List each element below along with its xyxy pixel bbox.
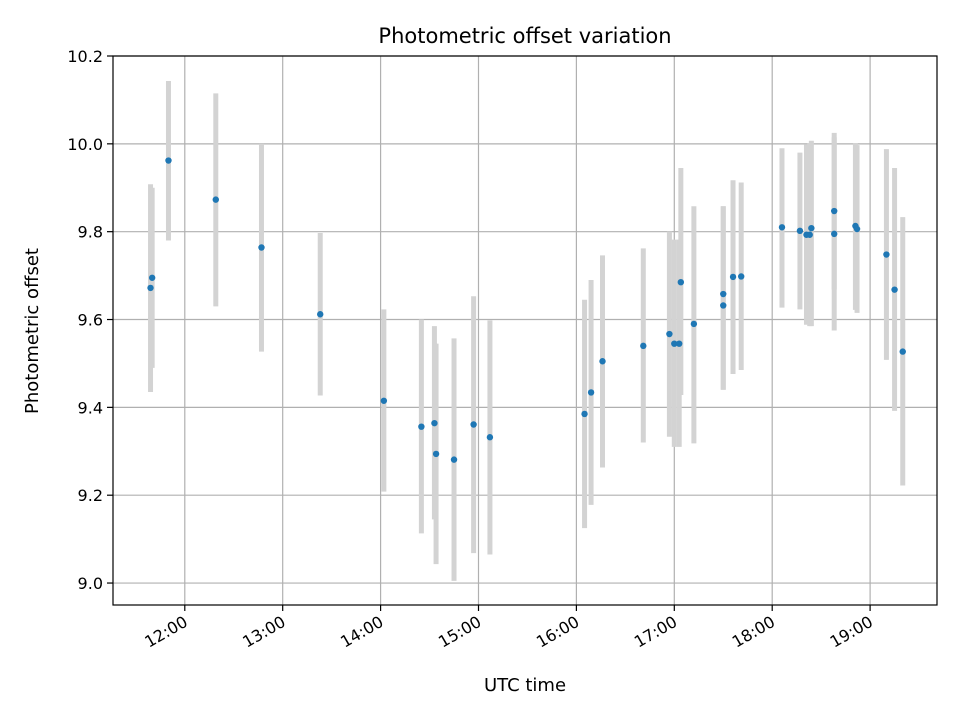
data-point [431,419,438,427]
data-point [317,311,324,318]
data-point [380,397,388,404]
data-point [486,434,494,441]
data-point [148,274,156,281]
data-point [720,302,727,309]
x-tick-label: 14:00 [337,612,386,652]
data-points [147,157,906,463]
y-axis-label: Photometric offset [22,248,43,414]
data-point [720,290,727,298]
x-tick-label: 12:00 [141,612,190,652]
data-point [853,225,861,233]
data-point [147,284,154,292]
data-point [450,456,458,463]
y-tick-label: 9.4 [78,398,103,417]
data-point [690,320,698,328]
data-point [675,340,683,347]
data-point [737,273,745,280]
data-point [671,340,678,347]
data-point [831,230,838,238]
y-tick-label: 9.6 [78,311,103,330]
x-tick-label: 18:00 [729,612,778,652]
data-point [806,231,813,238]
data-point [258,244,265,251]
data-point [599,358,606,365]
y-tick-label: 10.0 [67,135,103,154]
data-point [831,207,838,215]
data-point [212,196,219,203]
data-point [640,342,647,350]
error-bars [148,81,906,581]
data-point [470,421,477,428]
x-tick-label: 13:00 [239,612,288,652]
x-axis: 12:00 13:00 14:00 15:00 16:00 17:00 18:00 19:00 [141,605,876,652]
y-tick-label: 10.2 [67,47,103,66]
y-tick-label: 9.0 [78,574,103,593]
data-point [165,157,172,164]
data-point [883,251,890,258]
x-tick-label: 15:00 [435,612,484,652]
x-axis-label: UTC time [484,675,566,696]
data-point [677,278,685,286]
data-point [666,330,673,338]
data-point [796,227,804,235]
x-tick-label: 19:00 [827,612,876,652]
y-tick-label: 9.8 [78,223,103,242]
x-tick-label: 17:00 [631,612,680,652]
chart-title: Photometric offset variation [378,24,671,48]
data-point [587,389,595,396]
data-point [778,224,786,231]
data-point [418,423,425,430]
y-tick-label: 9.2 [78,486,103,505]
plot-frame [112,55,938,606]
x-tick-label: 16:00 [533,612,582,652]
data-point [808,224,815,232]
data-point [581,410,588,418]
y-axis: 9.0 9.2 9.4 9.6 9.8 10.0 10.2 [67,47,113,593]
data-point [432,450,440,458]
data-point [729,273,737,281]
grid-lines [113,55,937,605]
data-point [891,286,898,293]
data-point [899,348,906,355]
